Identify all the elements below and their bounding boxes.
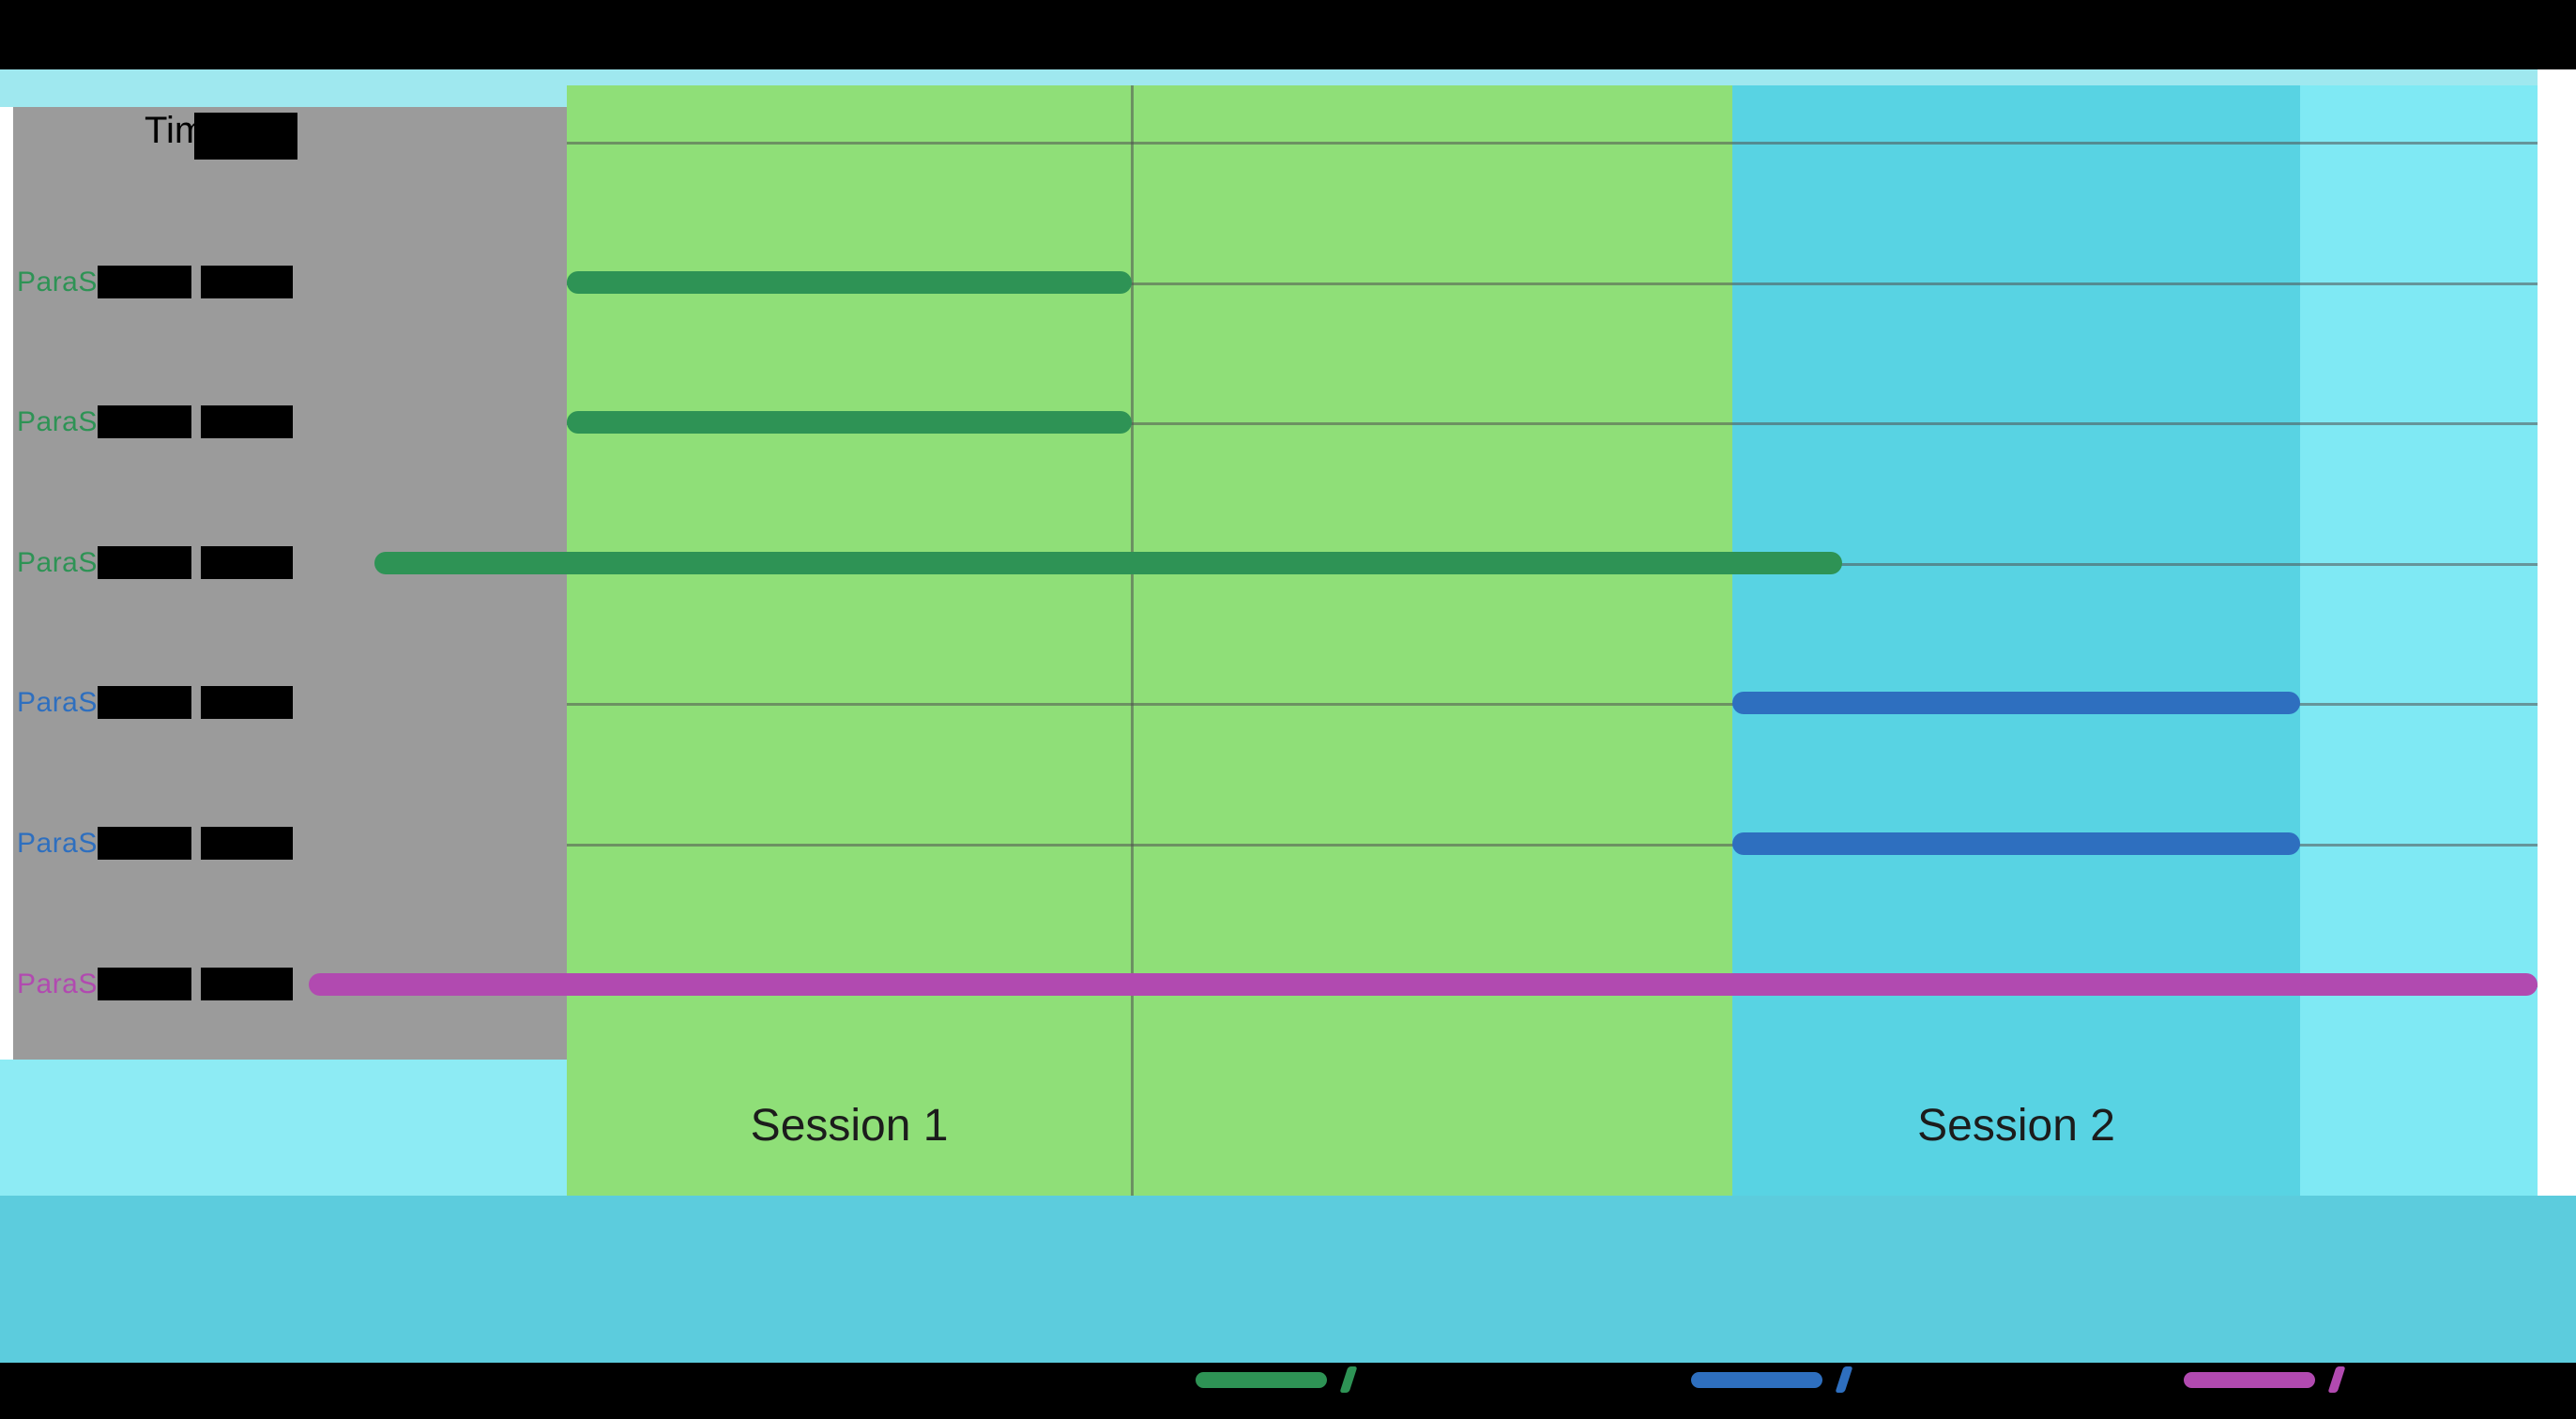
row-label-3: ParaSess-3 [17, 544, 293, 582]
legend-dash-2 [1691, 1372, 1822, 1388]
time-label-redaction-box [194, 113, 297, 160]
gridline-row-4 [567, 703, 2538, 706]
timeline-bar-2 [567, 411, 1133, 434]
label-redaction-box [98, 266, 191, 298]
label-redaction-box [98, 827, 191, 860]
legend-text-fragment-1 [1339, 1366, 1358, 1393]
timeline-bar-4 [1732, 692, 2300, 714]
timeline-bar-3 [373, 552, 1843, 574]
legend-dash-3 [2184, 1372, 2315, 1388]
row-label-6: ParaSess-6 [17, 966, 293, 1003]
session-label-1: Session 1 [750, 1101, 949, 1151]
label-redaction-box [98, 405, 191, 438]
label-redaction-box [98, 968, 191, 1000]
gridline-vertical [1131, 85, 1135, 1196]
session-region-session-1 [567, 85, 1733, 1196]
footer-band [0, 1196, 2576, 1363]
label-redaction-box [201, 686, 293, 719]
label-redaction-box [201, 266, 293, 298]
region-3 [2299, 85, 2538, 1196]
label-redaction-box [201, 968, 293, 1000]
session-region-session-2 [1732, 85, 2300, 1196]
timeline-bar-5 [1732, 832, 2300, 855]
row-label-5: ParaSess-5 [17, 825, 293, 862]
legend-dash-1 [1196, 1372, 1327, 1388]
legend-text-fragment-3 [2327, 1366, 2346, 1393]
label-redaction-box [98, 546, 191, 579]
label-redaction-box [201, 827, 293, 860]
row-label-4: ParaSess-4 [17, 684, 293, 722]
gridline-row-0 [567, 142, 2538, 145]
gridline-row-2 [567, 422, 2538, 425]
timeline-bar-1 [567, 271, 1133, 294]
label-redaction-box [201, 405, 293, 438]
row-label-1: ParaSess-1 [17, 264, 293, 301]
legend-text-fragment-2 [1835, 1366, 1853, 1393]
session-label-2: Session 2 [1917, 1101, 2115, 1151]
label-redaction-box [201, 546, 293, 579]
gridline-row-1 [567, 282, 2538, 285]
label-redaction-box [98, 686, 191, 719]
timeline-bar-6 [309, 973, 2538, 996]
row-label-2: ParaSess-2 [17, 404, 293, 441]
gridline-row-5 [567, 844, 2538, 847]
top-letterbox-bar [0, 0, 2576, 69]
